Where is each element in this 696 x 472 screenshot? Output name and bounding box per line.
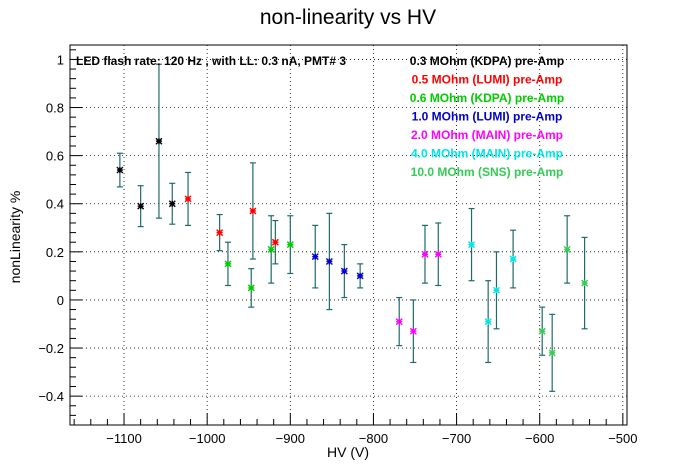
y-tick-label: −0.2 [38,341,64,356]
axis-ticks [70,49,624,426]
data-point [548,313,556,392]
x-tick-label: −700 [442,431,471,446]
data-point [581,236,589,330]
star-marker [468,241,476,249]
data-point [492,251,500,330]
data-point [267,215,275,284]
x-tick-label: −1000 [189,431,226,446]
star-marker [137,202,145,210]
gridlines [70,45,627,425]
star-marker [247,284,255,292]
y-tick-label: 0.4 [46,197,64,212]
x-axis-label: HV (V) [327,444,369,460]
data-point [137,185,145,228]
legend: 0.3 MOhm (KDPA) pre-Amp 0.5 MOhm (LUMI) p… [410,54,564,179]
y-axis-label: nonLinearity % [7,191,23,284]
x-tick-label: −800 [359,431,388,446]
legend-entry: 0.6 MOhm (KDPA) pre-Amp [410,91,564,105]
star-marker [168,200,176,208]
data-point [468,207,476,282]
data-series [116,63,589,392]
star-marker [484,318,492,326]
annotation-text: LED flash rate: 120 Hz , with LL: 0.3 nA… [76,54,346,68]
y-tick-label: 1 [57,52,64,67]
x-tick-label: −1100 [106,431,142,446]
data-point [155,63,163,219]
legend-entry: 10.0 MOhm (SNS) pre-Amp [411,165,564,179]
data-point [340,244,348,299]
chart-title: non-linearity vs HV [260,6,436,29]
star-marker [286,241,294,249]
y-tick-label: 0.6 [46,149,64,164]
y-tick-label: −0.4 [38,389,64,404]
star-marker [492,286,500,294]
star-marker [356,272,364,280]
y-tick-label: 0.2 [46,245,64,260]
data-point [409,299,417,364]
data-point [563,215,571,284]
data-point [538,306,546,356]
star-marker [563,245,571,253]
data-point [286,215,294,275]
legend-entry: 0.5 MOhm (LUMI) pre-Amp [412,73,563,87]
star-marker [509,255,517,263]
star-marker [409,327,417,335]
data-point [184,171,192,226]
data-point [271,219,279,265]
x-tick-label: −500 [608,431,637,446]
star-marker [267,245,275,253]
axis-tick-labels: −1100 −1000 −900 −800 −700 −600 −500 −0.4 −0.2 0 0… [38,52,637,446]
legend-entry: 4.0 MOhm (MAIN) pre-Amp [411,147,563,161]
data-point [325,212,333,311]
data-point [168,182,176,225]
star-marker [216,229,224,237]
legend-entry: 0.3 MOhm (KDPA) pre-Amp [410,54,564,68]
data-point [216,213,224,252]
star-marker [184,195,192,203]
data-point [421,224,429,284]
star-marker [116,166,124,174]
data-point [484,280,492,364]
plot-frame [69,44,628,426]
x-tick-label: −900 [276,431,305,446]
y-tick-label: 0 [57,293,64,308]
data-point [249,162,257,260]
data-point [395,296,403,347]
x-tick-label: −600 [525,431,554,446]
star-marker [538,327,546,335]
data-point [311,224,319,289]
star-marker [311,253,319,261]
data-point [116,152,124,188]
star-marker [548,349,556,357]
data-point [247,268,255,308]
data-point [509,229,517,289]
star-marker [421,250,429,258]
star-marker [581,279,589,287]
y-tick-label: 0.8 [46,101,64,116]
star-marker [340,267,348,275]
legend-entry: 1.0 MOhm (LUMI) pre-Amp [412,110,563,124]
star-marker [249,207,257,215]
data-point [356,263,364,289]
legend-entry: 2.0 MOhm (MAIN) pre-Amp [411,128,563,142]
star-marker [224,260,232,268]
data-point [434,222,442,287]
star-marker [271,238,279,246]
data-point [224,241,232,287]
star-marker [434,250,442,258]
star-marker [155,137,163,145]
star-marker [325,257,333,265]
star-marker [395,318,403,326]
